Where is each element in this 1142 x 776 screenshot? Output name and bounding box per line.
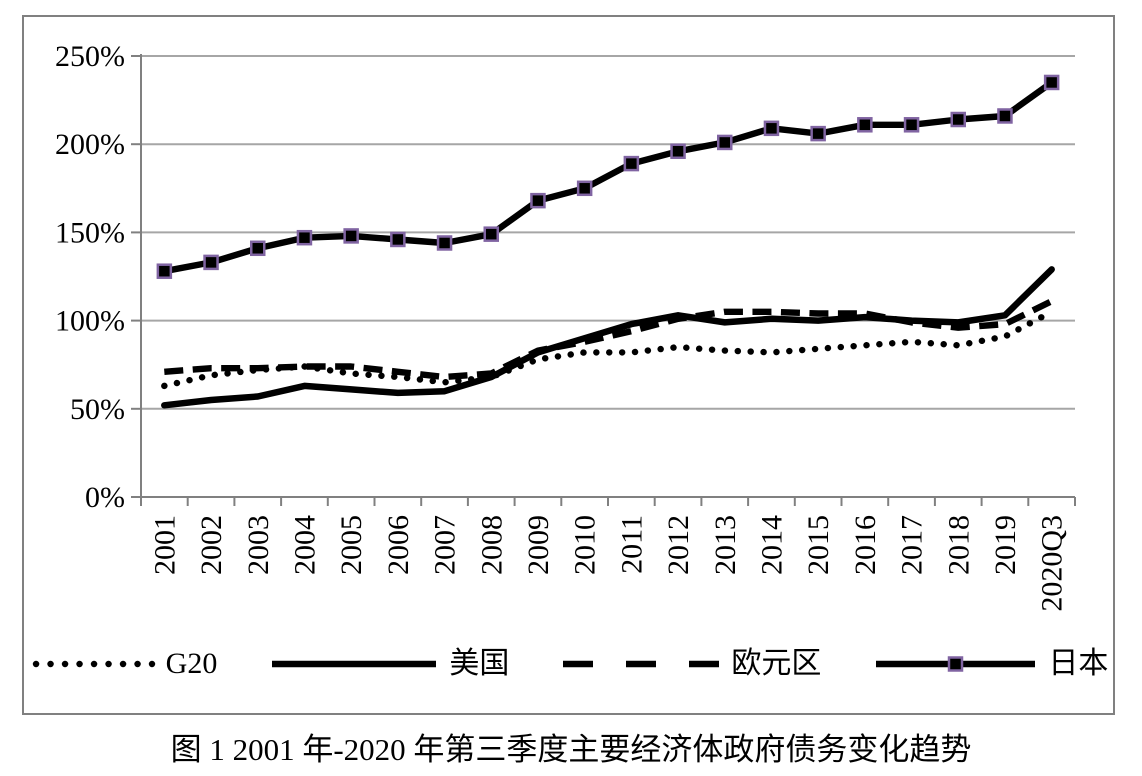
x-axis-label: 2018: [942, 515, 975, 575]
series-marker-日本: [623, 155, 640, 172]
series-line-欧元区: [164, 298, 1054, 381]
series-marker-日本: [997, 108, 1013, 124]
legend-label-us: 美国: [449, 647, 510, 680]
series-marker-日本: [576, 180, 593, 197]
x-axis-label: 2014: [755, 515, 788, 575]
series-marker-日本: [763, 120, 780, 137]
x-axis-label: 2011: [615, 515, 648, 574]
legend-label-g20: G20: [165, 647, 218, 680]
series-marker-日本: [1043, 74, 1060, 91]
series-marker-日本: [857, 117, 873, 133]
series-marker-日本: [530, 192, 546, 209]
y-axis-label: 250%: [55, 40, 125, 73]
x-axis-label: 2001: [148, 515, 181, 575]
series-marker-日本: [483, 226, 499, 242]
series-marker-日本: [950, 111, 966, 128]
y-axis-label: 200%: [55, 128, 125, 161]
y-axis-label: 150%: [55, 216, 125, 249]
legend-label-japan: 日本: [1048, 647, 1109, 680]
x-axis-label: 2004: [288, 515, 321, 575]
figure-caption: 图 1 2001 年-2020 年第三季度主要经济体政府债务变化趋势: [170, 732, 972, 767]
x-axis-label: 2005: [335, 515, 368, 575]
series-marker-日本: [903, 117, 920, 133]
series-line-G20: [161, 308, 1055, 390]
legend-label-eurozone: 欧元区: [731, 647, 822, 680]
y-axis-label: 100%: [55, 305, 125, 338]
series-marker-日本: [203, 254, 219, 271]
y-axis-label: 50%: [70, 393, 125, 426]
figure-border: [22, 15, 1115, 715]
series-marker-日本: [390, 231, 406, 248]
x-axis-label: 2006: [382, 515, 415, 575]
legend-item-g20: G20: [31, 647, 218, 680]
solid-line-swatch-icon: [272, 660, 437, 668]
x-axis-label: 2013: [709, 515, 742, 575]
series-marker-日本: [670, 143, 686, 160]
x-axis-label: 2009: [522, 515, 555, 575]
x-axis-label: 2019: [989, 515, 1022, 575]
series-marker-日本: [810, 125, 826, 142]
series-marker-日本: [156, 263, 173, 279]
x-axis-label: 2012: [662, 515, 695, 575]
series-marker-日本: [717, 134, 733, 151]
legend-item-japan: 日本: [873, 649, 1108, 679]
series-marker-日本: [250, 240, 266, 257]
series-marker-日本: [343, 228, 359, 244]
x-axis-label: 2016: [849, 515, 882, 575]
dotted-line-swatch-icon: [32, 660, 155, 668]
x-axis-label: 2017: [896, 515, 929, 575]
series-marker-日本: [296, 229, 313, 246]
series-marker-日本: [436, 235, 453, 251]
chart-legend: G20 美国 欧元区 日本: [24, 641, 1115, 687]
series-line-美国: [161, 266, 1055, 409]
x-axis-label: 2020Q3: [1036, 515, 1069, 612]
legend-item-eurozone: 欧元区: [561, 649, 821, 679]
x-axis-label: 2015: [802, 515, 835, 575]
marker-line-swatch-icon: [876, 656, 1036, 672]
x-axis-label: 2002: [195, 515, 228, 575]
x-axis-label: 2007: [429, 515, 462, 575]
dashed-line-swatch-icon: [563, 660, 720, 668]
legend-item-us: 美国: [269, 649, 509, 679]
y-axis-label: 0%: [85, 481, 125, 514]
x-axis-label: 2008: [475, 515, 508, 575]
x-axis-label: 2010: [569, 515, 602, 575]
x-axis-label: 2003: [242, 515, 275, 575]
